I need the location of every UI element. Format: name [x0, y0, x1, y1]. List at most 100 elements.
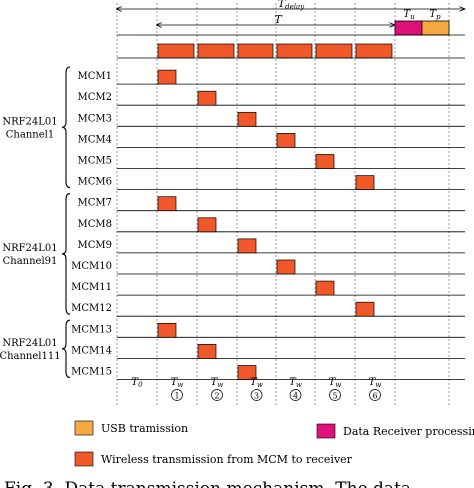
mcm-row: MCM13 — [71, 322, 465, 338]
time-boundary-lines — [116, 3, 450, 405]
t0-label: T0 — [131, 377, 143, 389]
time-slot-labels: T0 Tw 1 Tw 2 Tw 3 Tw 4 Tw 5 Tw 6 — [131, 377, 381, 401]
tw-label: Tw — [289, 377, 302, 389]
channel-label-line1: NRF24L01 — [2, 243, 57, 254]
slot-number-circle — [171, 389, 183, 401]
mcm-row: MCM2 — [78, 90, 465, 106]
mcm-transmission-block — [276, 133, 296, 148]
mcm-transmission-block — [157, 322, 177, 338]
tw-label: Tw — [250, 377, 263, 389]
aggregate-transmission-block — [197, 43, 235, 59]
mcm-label: MCM9 — [78, 240, 113, 251]
legend-receiver-label: Data Receiver processing — [343, 425, 474, 438]
mcm-transmission-block — [276, 259, 296, 275]
channel-brace — [61, 193, 71, 315]
tw-slot-label: Tw 4 — [289, 377, 302, 401]
data-receiver-processing-block — [394, 20, 423, 36]
slot-number-circle — [250, 389, 263, 401]
channel-label-line1: NRF24L01 — [2, 116, 57, 127]
aggregate-transmission-block — [315, 43, 353, 59]
aggregate-transmission-block — [355, 43, 393, 59]
legend-wireless-label: Wireless transmission from MCM to receiv… — [101, 453, 353, 466]
t-u-label: Tu — [403, 9, 415, 21]
slot-number-circle — [289, 389, 302, 401]
aggregate-transmission-block — [237, 43, 274, 59]
tw-slot-label: Tw 5 — [329, 377, 341, 401]
tw-slot-label: Tw 2 — [211, 377, 224, 401]
mcm-label: MCM4 — [78, 134, 113, 145]
slot-number: 4 — [293, 392, 298, 401]
slot-number: 1 — [174, 392, 179, 401]
tw-slot-label: Tw 1 — [171, 377, 184, 401]
channel-group: NRF24L01 Channel91 — [2, 193, 71, 315]
tw-slot-label: Tw 6 — [369, 377, 381, 401]
legend: USB tramission Data Receiver processing … — [74, 420, 474, 467]
mcm-label: MCM8 — [78, 219, 113, 230]
mcm-transmission-block — [237, 238, 257, 254]
mcm-row: MCM10 — [71, 259, 465, 275]
channel-label-line2: Channel1 — [6, 129, 54, 140]
channel-label-line2: Channel111 — [0, 351, 61, 362]
mcm-label: MCM1 — [78, 71, 113, 82]
slot-number: 6 — [372, 392, 377, 401]
mcm-row: MCM12 — [71, 301, 465, 317]
legend-receiver-swatch — [316, 423, 336, 439]
mcm-transmission-block — [197, 344, 217, 359]
mcm-transmission-block — [315, 280, 335, 296]
mcm-label: MCM11 — [71, 282, 112, 293]
figure-caption-fragment: Fig. 3. Data transmission mechanism. The… — [4, 479, 411, 488]
mcm-label: MCM6 — [78, 177, 113, 188]
t-delay-dimension: Tdelay — [117, 0, 465, 11]
legend-usb-label: USB tramission — [101, 422, 188, 435]
mcm-row: MCM8 — [78, 217, 465, 233]
mcm-label: MCM7 — [78, 198, 113, 209]
slot-number: 3 — [254, 392, 259, 401]
mcm-row: MCM7 — [78, 196, 465, 212]
mcm-row: MCM3 — [78, 111, 465, 127]
mcm-transmission-block — [197, 90, 217, 106]
mcm-transmission-block — [237, 365, 257, 380]
channel-brace — [61, 319, 71, 379]
slot-number-circle — [329, 389, 341, 401]
mcm-transmission-block — [197, 217, 217, 233]
mcm-label: MCM2 — [78, 92, 113, 103]
t-p-label: Tp — [429, 9, 441, 21]
mcm-label: MCM5 — [78, 156, 113, 167]
mcm-row: MCM11 — [71, 280, 465, 296]
channel-label-line2: Channel91 — [3, 256, 58, 267]
slot-number-circle — [211, 389, 223, 401]
mcm-transmission-block — [355, 175, 375, 190]
aggregate-transmission-block — [157, 43, 195, 59]
aggregate-transmission-block — [276, 43, 313, 59]
legend-usb-swatch — [74, 420, 94, 436]
mcm-label: MCM12 — [71, 303, 112, 314]
tw-label: Tw — [211, 377, 224, 389]
mcm-row: MCM5 — [78, 154, 465, 169]
channel-group: NRF24L01 Channel1 — [2, 66, 71, 189]
aggregate-transmission-row — [117, 43, 465, 59]
channel-label-line1: NRF24L01 — [2, 338, 57, 349]
mcm-row: MCM15 — [71, 365, 465, 380]
tw-slot-label: Tw 3 — [250, 377, 263, 401]
channel-groups: NRF24L01Channel1NRF24L01Channel91NRF24L0… — [0, 66, 71, 379]
tw-label: Tw — [171, 377, 184, 389]
mcm-transmission-block — [315, 154, 335, 169]
mcm-label: MCM15 — [71, 367, 112, 378]
mcm-label: MCM3 — [78, 113, 113, 124]
mcm-row: MCM1 — [78, 69, 465, 85]
mcm-label: MCM14 — [71, 345, 112, 356]
mcm-transmission-block — [157, 69, 177, 85]
t-period-label: T — [274, 13, 283, 26]
mcm-row: MCM9 — [78, 238, 465, 254]
mcm-row: MCM14 — [71, 344, 465, 359]
channel-brace — [61, 66, 71, 189]
mcm-label: MCM10 — [71, 261, 112, 272]
mcm-row: MCM6 — [78, 175, 465, 191]
mcm-label: MCM13 — [71, 324, 112, 335]
mcm-row: MCM4 — [78, 133, 465, 148]
slot-number-circle — [369, 389, 381, 401]
channel-group: NRF24L01 Channel111 — [0, 319, 71, 379]
mcm-transmission-block — [157, 196, 177, 212]
mcm-rows: MCM1 MCM2 MCM3 MCM4 MCM5 MCM6 MCM7 MCM8 MCM9 MCM1… — [71, 69, 465, 380]
